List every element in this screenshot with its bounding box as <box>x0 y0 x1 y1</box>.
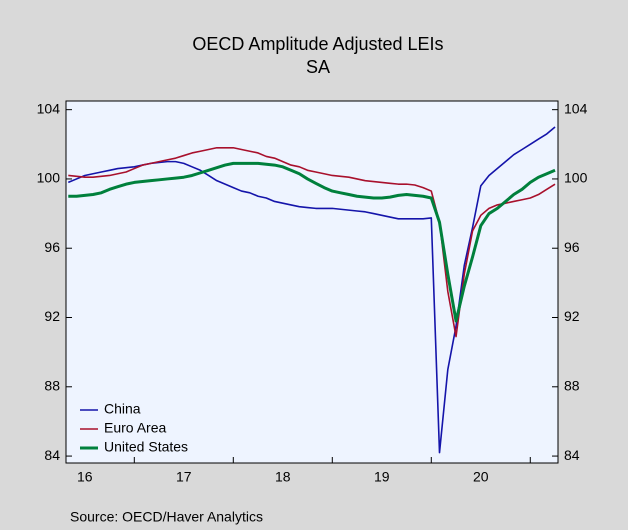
x-tick-label: 18 <box>275 469 291 485</box>
chart-subtitle: SA <box>306 57 330 77</box>
y2-tick-label: 92 <box>564 308 580 324</box>
y-tick-label: 96 <box>44 239 60 255</box>
y2-tick-label: 84 <box>564 447 580 463</box>
y2-tick-label: 104 <box>564 100 588 116</box>
x-tick-label: 16 <box>77 469 93 485</box>
y2-tick-label: 96 <box>564 239 580 255</box>
y2-tick-label: 88 <box>564 377 580 393</box>
source-note: Source: OECD/Haver Analytics <box>70 509 263 525</box>
series-line <box>68 146 556 338</box>
x-tick-label: 17 <box>176 469 192 485</box>
plot-frame <box>65 100 559 464</box>
y-tick-label: 104 <box>37 100 61 116</box>
legend-item: Euro Area <box>80 420 166 436</box>
y-tick-label: 100 <box>37 170 61 186</box>
chart-title: OECD Amplitude Adjusted LEIs <box>192 34 443 54</box>
y-tick-label: 84 <box>44 447 60 463</box>
series-line <box>68 161 556 323</box>
y-tick-label: 92 <box>44 308 60 324</box>
y-tick-label: 88 <box>44 377 60 393</box>
x-tick-label: 19 <box>374 469 390 485</box>
legend-label: Euro Area <box>104 420 166 436</box>
plot-area <box>66 101 558 463</box>
legend-label: China <box>104 401 141 417</box>
legend-item: China <box>80 401 141 417</box>
y2-tick-label: 100 <box>564 170 588 186</box>
legend-label: United States <box>104 439 188 455</box>
legend-item: United States <box>80 439 188 455</box>
x-tick-label: 20 <box>473 469 489 485</box>
